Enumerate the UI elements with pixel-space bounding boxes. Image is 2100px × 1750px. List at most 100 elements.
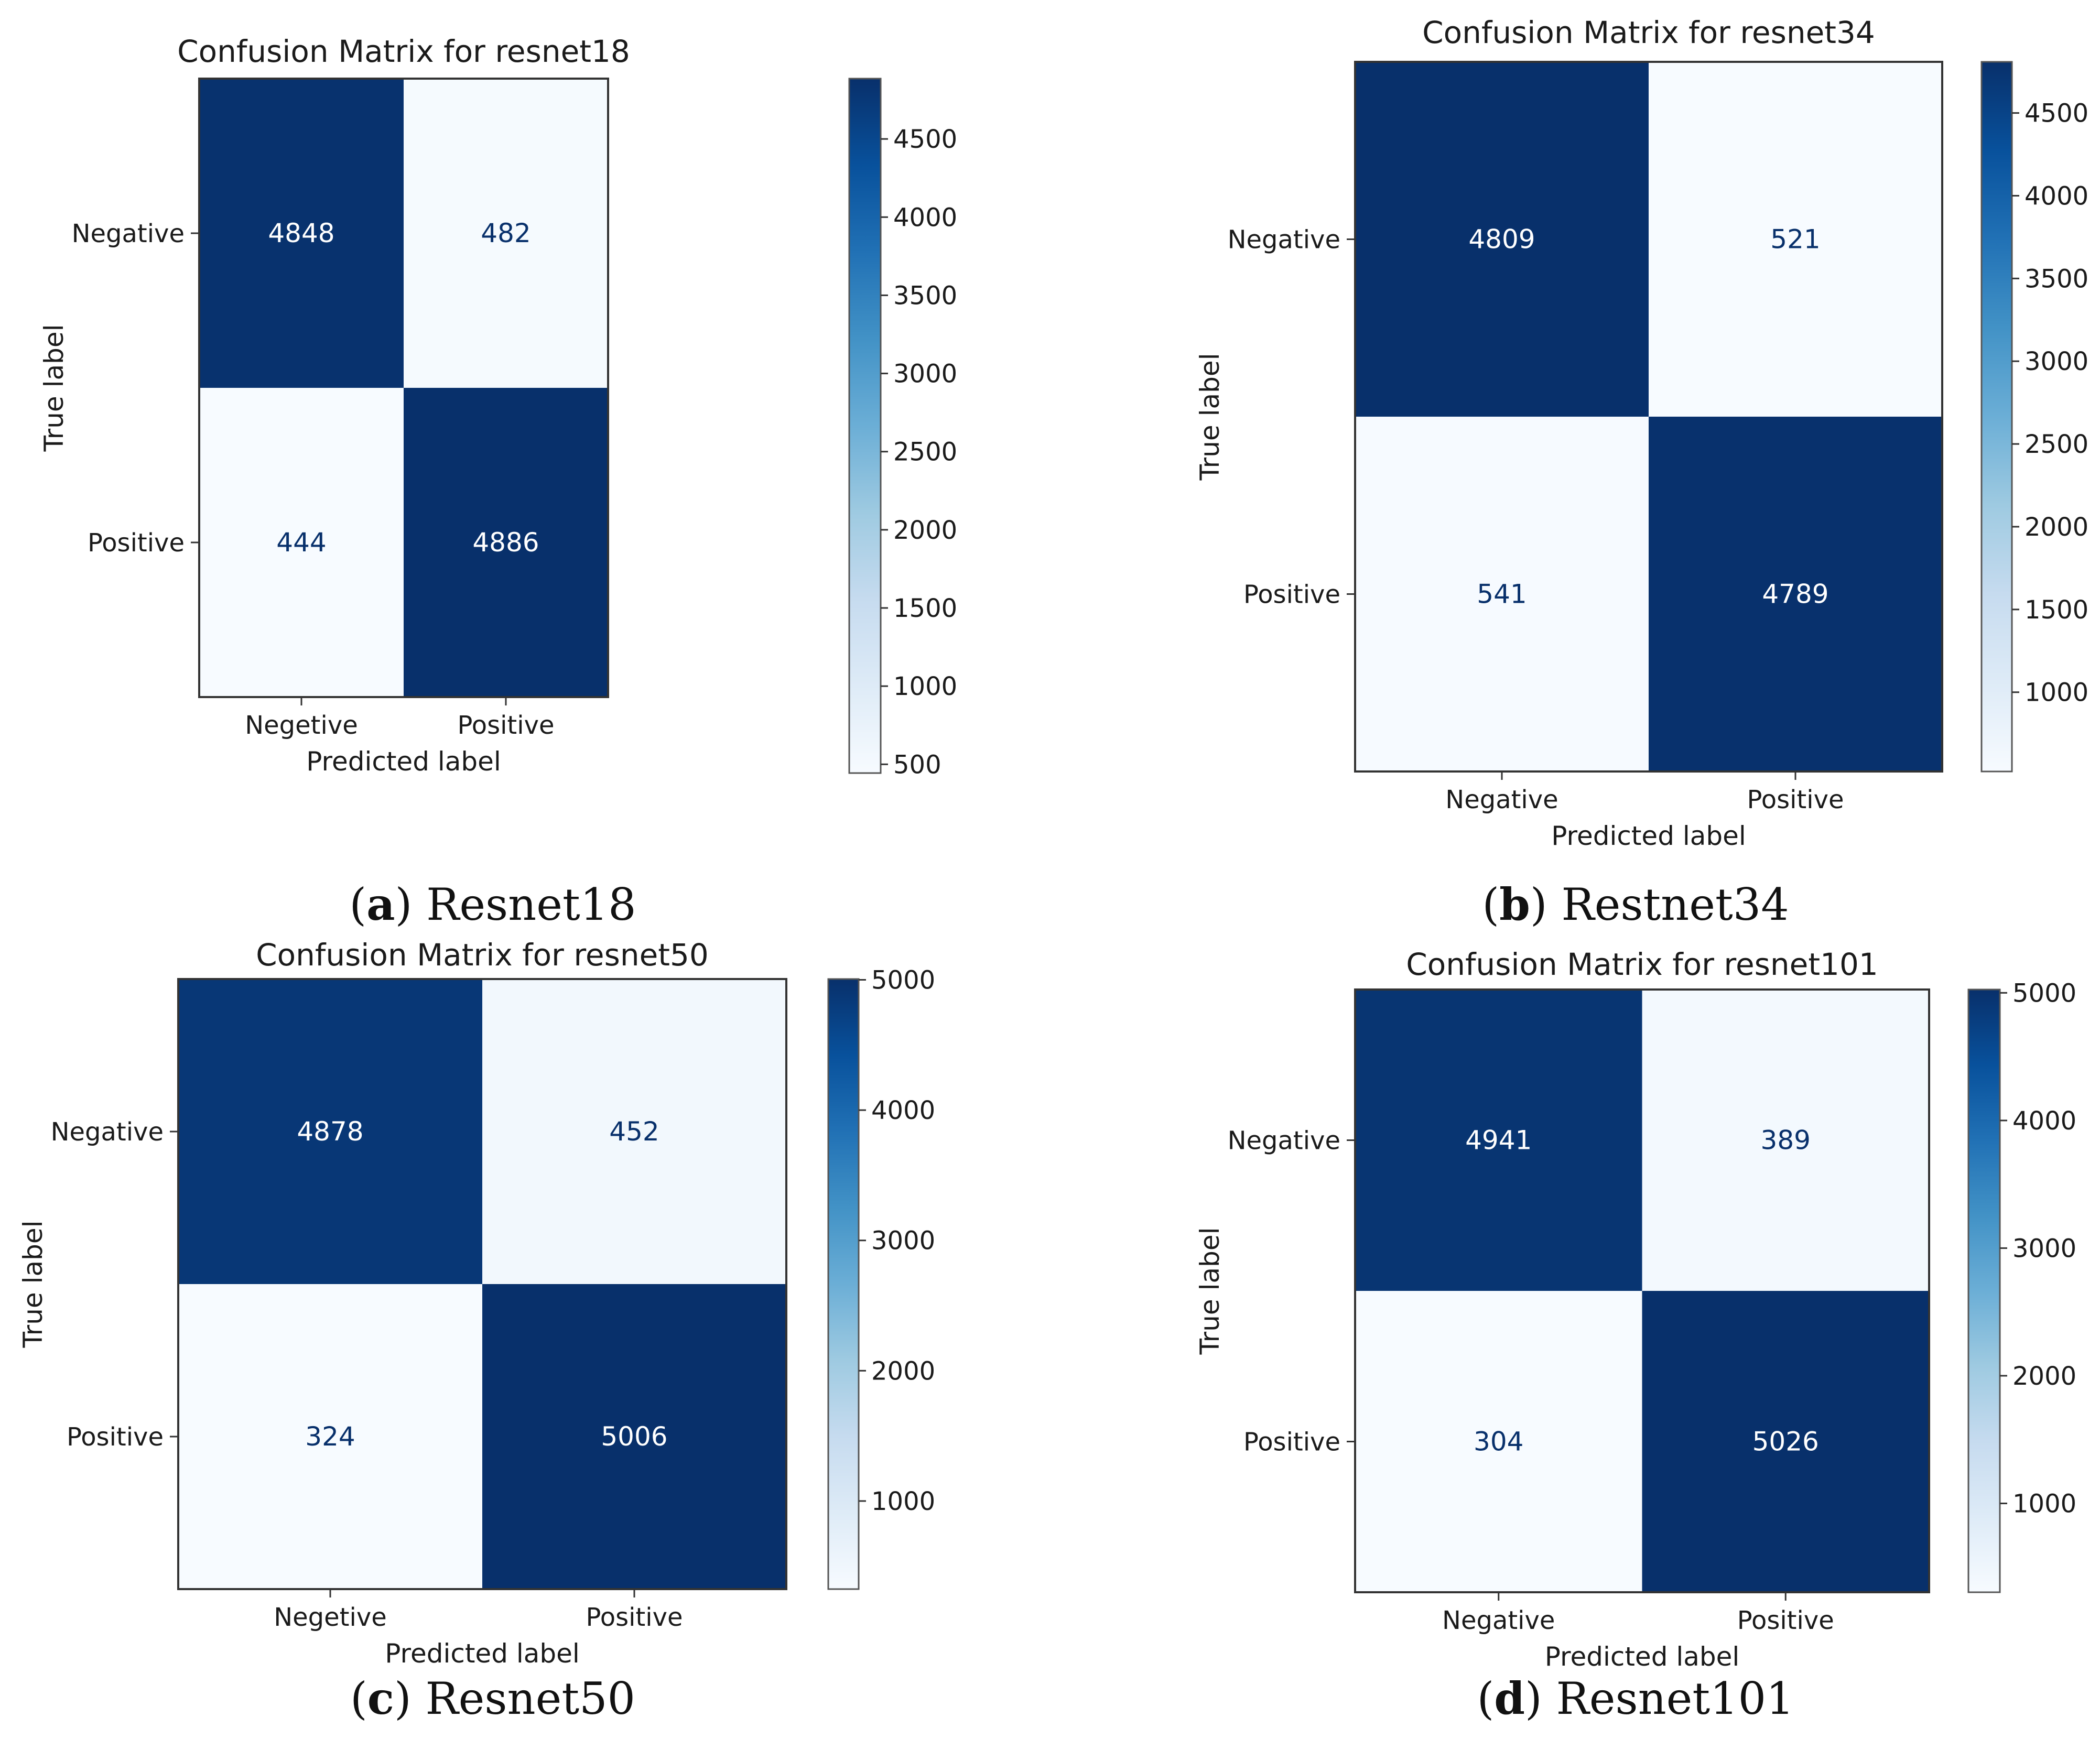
matrix-cell bbox=[199, 388, 404, 697]
colorbar-tick-label: 1500 bbox=[2025, 595, 2088, 625]
caption-letter: d bbox=[1494, 1672, 1525, 1724]
matrix-cell bbox=[1355, 417, 1649, 771]
plot-frame bbox=[1354, 61, 1943, 773]
colorbar-tick-label: 1500 bbox=[893, 594, 957, 623]
chart-title: Confusion Matrix for resnet18 bbox=[177, 34, 630, 69]
y-tick-label: Positive bbox=[1243, 1428, 1340, 1457]
x-tick-label: Positive bbox=[457, 711, 554, 740]
colorbar-tick-label: 2000 bbox=[871, 1356, 935, 1386]
matrix-cell bbox=[1642, 1291, 1929, 1592]
confusion-matrix-panel-3: Confusion Matrix for resnet50 4878 452 324 5… bbox=[18, 937, 935, 1724]
cell-value-label: 482 bbox=[481, 218, 531, 248]
caption-paren: ( bbox=[1477, 1673, 1495, 1724]
matrix-cell bbox=[178, 979, 482, 1284]
cell-value-label: 4848 bbox=[268, 218, 334, 248]
caption-text: Resnet18 bbox=[426, 879, 636, 930]
x-tick-label: Negetive bbox=[274, 1603, 387, 1632]
cell-value-label: 5006 bbox=[601, 1421, 667, 1452]
colorbar-tick-label: 4500 bbox=[893, 125, 957, 154]
caption-text: Resnet101 bbox=[1556, 1673, 1794, 1724]
panel-caption: (a) Resnet18 bbox=[349, 878, 636, 930]
confusion-matrix-panel-1: Confusion Matrix for resnet18 4848 482 444 4… bbox=[39, 34, 957, 930]
colorbar bbox=[1967, 988, 2001, 1593]
matrix-cell bbox=[199, 79, 404, 388]
y-axis-label: True label bbox=[18, 1220, 48, 1348]
matrix-cell bbox=[404, 388, 608, 697]
chart-title: Confusion Matrix for resnet34 bbox=[1422, 15, 1875, 50]
y-tick-label: Positive bbox=[88, 528, 185, 558]
cell-value-label: 452 bbox=[609, 1116, 659, 1147]
matrix-cell bbox=[1649, 417, 1942, 771]
colorbar-tick-label: 2500 bbox=[893, 438, 957, 467]
cell-value-label: 389 bbox=[1761, 1125, 1811, 1156]
caption-text: Resnet50 bbox=[425, 1673, 635, 1724]
cell-value-label: 4809 bbox=[1468, 224, 1535, 255]
plot-frame bbox=[198, 78, 609, 698]
colorbar-tick-label: 2000 bbox=[893, 516, 957, 545]
x-axis-label: Predicted label bbox=[1545, 1642, 1740, 1672]
x-axis-label: Predicted label bbox=[1551, 821, 1746, 851]
cell-value-label: 4878 bbox=[297, 1116, 363, 1147]
x-axis-label: Predicted label bbox=[385, 1638, 580, 1669]
colorbar-tick-label: 3000 bbox=[2012, 1234, 2076, 1263]
x-tick-label: Positive bbox=[1747, 785, 1844, 814]
colorbar-tick-label: 1000 bbox=[2012, 1489, 2076, 1518]
x-axis-label: Predicted label bbox=[306, 746, 501, 777]
colorbar-tick-label: 4000 bbox=[893, 203, 957, 232]
colorbar-tick-label: 2000 bbox=[2012, 1362, 2076, 1391]
x-tick-label: Negetive bbox=[245, 711, 358, 740]
colorbar-tick-label: 5000 bbox=[2012, 979, 2076, 1008]
cell-value-label: 541 bbox=[1477, 579, 1527, 610]
plot-frame bbox=[177, 978, 787, 1590]
colorbar-tick-label: 2500 bbox=[2025, 430, 2088, 459]
matrix-cell bbox=[178, 1284, 482, 1589]
matrix-cell bbox=[1355, 62, 1649, 417]
matrix-cell bbox=[482, 979, 786, 1284]
colorbar-tick-label: 1000 bbox=[871, 1487, 935, 1516]
colorbar-tick-label: 1000 bbox=[893, 672, 957, 701]
colorbar bbox=[848, 78, 882, 774]
cell-value-label: 324 bbox=[305, 1421, 355, 1452]
colorbar-tick-label: 3000 bbox=[893, 360, 957, 389]
cell-value-label: 4789 bbox=[1762, 579, 1828, 610]
matrix-cell bbox=[1355, 990, 1642, 1291]
colorbar-tick-label: 4000 bbox=[871, 1096, 935, 1125]
matrix-cell bbox=[482, 1284, 786, 1589]
colorbar-tick-label: 3000 bbox=[871, 1226, 935, 1256]
caption-paren: ) bbox=[394, 1673, 425, 1724]
colorbar-tick-label: 4000 bbox=[2012, 1106, 2076, 1136]
cell-value-label: 4886 bbox=[472, 527, 539, 558]
panel-caption: (d) Resnet101 bbox=[1477, 1672, 1794, 1724]
x-tick-label: Negative bbox=[1442, 1606, 1555, 1635]
colorbar-tick-label: 2000 bbox=[2025, 513, 2088, 542]
plot-frame bbox=[1354, 988, 1930, 1593]
caption-paren: ( bbox=[349, 879, 366, 930]
y-axis-label: True label bbox=[1195, 1227, 1225, 1355]
caption-letter: b bbox=[1499, 878, 1530, 930]
confusion-matrix-panel-2: Confusion Matrix for resnet34 4809 521 541 4… bbox=[1195, 15, 2088, 930]
caption-letter: c bbox=[367, 1672, 394, 1724]
cell-value-label: 304 bbox=[1474, 1427, 1523, 1457]
y-axis-label: True label bbox=[39, 324, 69, 452]
panel-caption: (c) Resnet50 bbox=[350, 1672, 635, 1724]
caption-paren: ) bbox=[395, 879, 426, 930]
y-tick-label: Negative bbox=[1228, 1126, 1340, 1156]
colorbar-tick-label: 3500 bbox=[2025, 264, 2088, 294]
colorbar-tick-label: 500 bbox=[893, 750, 941, 779]
colorbar-tick-label: 4000 bbox=[2025, 181, 2088, 211]
matrix-cell bbox=[1642, 990, 1929, 1291]
cell-value-label: 4941 bbox=[1465, 1125, 1532, 1156]
matrix-cell bbox=[404, 79, 608, 388]
y-tick-label: Negative bbox=[51, 1117, 164, 1147]
matrix-cell bbox=[1355, 1291, 1642, 1592]
colorbar-tick-label: 1000 bbox=[2025, 678, 2088, 708]
y-tick-label: Negative bbox=[72, 219, 185, 248]
x-tick-label: Positive bbox=[586, 1603, 683, 1632]
x-tick-label: Positive bbox=[1737, 1606, 1834, 1635]
caption-paren: ) bbox=[1530, 879, 1561, 930]
y-tick-label: Positive bbox=[1243, 580, 1340, 610]
y-tick-label: Positive bbox=[67, 1422, 164, 1452]
colorbar bbox=[1980, 61, 2013, 773]
caption-paren: ( bbox=[350, 1673, 367, 1724]
